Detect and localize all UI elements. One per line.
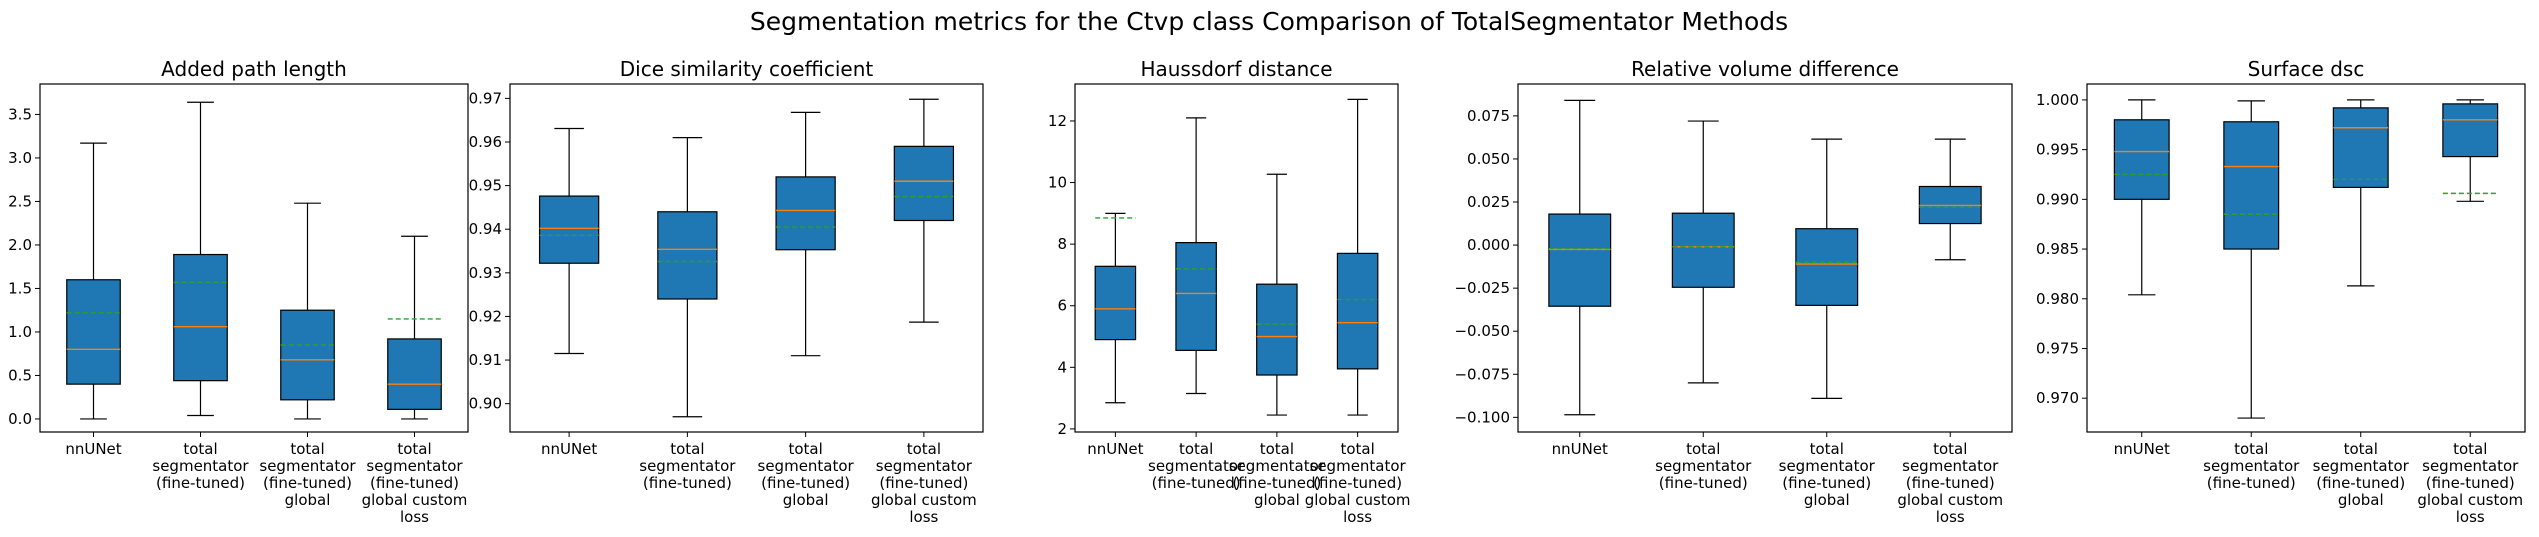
panel-title: Surface dsc <box>2248 57 2365 81</box>
box-iqr <box>1671 212 1735 288</box>
x-tick-label: total segmentator (fine-tuned) <box>152 440 249 492</box>
box-iqr <box>775 176 836 251</box>
box-iqr <box>1094 265 1137 341</box>
y-tick-label: 1.000 <box>2036 91 2079 109</box>
axes-frame <box>1517 83 2013 433</box>
box-iqr <box>66 279 121 385</box>
box-iqr <box>2223 121 2280 250</box>
panel-added-path-length: Added path length 0.0 0.5 1.0 1.5 2.0 2.5 3.0 3.… <box>8 57 469 526</box>
panel-title: Relative volume difference <box>1631 57 1899 81</box>
panel-title: Dice similarity coefficient <box>620 57 874 81</box>
x-tick-label: total segmentator (fine-tuned) <box>1655 440 1752 492</box>
x-tick-label: total segmentator (fine-tuned) global <box>2313 440 2410 509</box>
y-tick-label: −0.100 <box>1454 408 1510 426</box>
x-tick-label: total segmentator (fine-tuned) global <box>758 440 855 509</box>
y-tick-label: 0.995 <box>2036 141 2079 159</box>
x-tick-label: total segmentator (fine-tuned) global custo… <box>871 440 977 526</box>
box-iqr <box>2332 107 2389 189</box>
y-tick-label: 1.0 <box>8 323 32 341</box>
y-tick-label: 0.91 <box>469 351 502 369</box>
panel-relative-volume-difference: Relative volume difference −0.100 −0.075 −0… <box>1454 57 2013 526</box>
y-tick-label: 0.90 <box>469 395 502 413</box>
y-tick-label: 0.93 <box>469 264 502 282</box>
y-tick-label: 3.0 <box>8 149 32 167</box>
y-tick-label: 0.5 <box>8 366 32 384</box>
panel-title: Added path length <box>161 57 347 81</box>
y-tick-label: 0.025 <box>1467 193 1510 211</box>
box-iqr <box>280 309 335 401</box>
x-tick-label: total segmentator (fine-tuned) global <box>259 440 356 509</box>
x-tick-label: total segmentator (fine-tuned) global custo… <box>362 440 468 526</box>
x-tick-label: total segmentator (fine-tuned) <box>1148 440 1245 492</box>
y-tick-label: 0.985 <box>2036 240 2079 258</box>
x-tick-label: nnUNet <box>1087 440 1143 458</box>
x-tick-label: total segmentator (fine-tuned) global <box>1229 440 1326 509</box>
y-tick-label: 0.96 <box>469 133 502 151</box>
box-iqr <box>387 338 442 410</box>
panel-dice-similarity-coefficient: Dice similarity coefficient 0.90 0.91 0.92 0… <box>469 57 984 526</box>
box-iqr <box>1795 228 1859 306</box>
y-tick-label: 2.5 <box>8 192 32 210</box>
axes-frame <box>509 83 984 433</box>
y-tick-label: 0.990 <box>2036 190 2079 208</box>
y-tick-label: 0.94 <box>469 220 502 238</box>
y-tick-label: 2.0 <box>8 236 32 254</box>
y-tick-label: 1.5 <box>8 279 32 297</box>
box-iqr <box>1256 283 1298 376</box>
y-tick-label: 8 <box>1057 235 1067 253</box>
axes-frame <box>1074 83 1399 433</box>
y-tick-label: 0.95 <box>469 177 502 195</box>
y-tick-label: −0.050 <box>1454 322 1510 340</box>
y-tick-label: 3.5 <box>8 105 32 123</box>
axes-frame <box>39 83 469 433</box>
x-tick-label: nnUNet <box>541 440 597 458</box>
y-tick-label: 0.92 <box>469 307 502 325</box>
box-iqr <box>2113 119 2170 200</box>
x-tick-label: nnUNet <box>1552 440 1608 458</box>
x-tick-label: total segmentator (fine-tuned) global custo… <box>1897 440 2003 526</box>
y-tick-label: 0.97 <box>469 89 502 107</box>
box-iqr <box>538 195 600 264</box>
y-tick-label: 0.075 <box>1467 107 1510 125</box>
y-tick-label: 2 <box>1057 420 1067 438</box>
y-tick-label: 4 <box>1057 358 1067 376</box>
box-iqr <box>893 145 955 222</box>
box-iqr <box>1175 242 1217 351</box>
box-iqr <box>173 253 228 382</box>
y-tick-label: 0.970 <box>2036 389 2079 407</box>
y-tick-label: 6 <box>1057 297 1067 315</box>
panel-haussdorf-distance: Haussdorf distance 2 4 6 8 10 12 nnUNet total seg… <box>1048 57 1411 526</box>
box-iqr <box>1548 213 1612 307</box>
x-tick-label: total segmentator (fine-tuned) global custo… <box>1305 440 1411 526</box>
panel-title: Haussdorf distance <box>1140 57 1332 81</box>
axes-frame <box>2086 83 2526 433</box>
box-iqr <box>2442 103 2499 158</box>
x-tick-label: nnUNet <box>65 440 121 458</box>
y-tick-label: 0.980 <box>2036 290 2079 308</box>
x-tick-label: total segmentator (fine-tuned) <box>2203 440 2300 492</box>
y-tick-label: 0.000 <box>1467 236 1510 254</box>
y-tick-label: −0.025 <box>1454 279 1510 297</box>
y-tick-label: 0.050 <box>1467 150 1510 168</box>
x-tick-label: total segmentator (fine-tuned) <box>639 440 736 492</box>
y-tick-label: 0.975 <box>2036 339 2079 357</box>
figure-title: Segmentation metrics for the Ctvp class … <box>750 7 1788 36</box>
box-iqr <box>1336 252 1379 370</box>
y-tick-label: 0.0 <box>8 410 32 428</box>
x-tick-label: nnUNet <box>2114 440 2170 458</box>
x-tick-label: total segmentator (fine-tuned) global custo… <box>2417 440 2523 526</box>
y-tick-label: −0.075 <box>1454 365 1510 383</box>
x-tick-label: total segmentator (fine-tuned) global <box>1779 440 1876 509</box>
panel-surface-dsc: Surface dsc 0.970 0.975 0.980 0.985 0.990 0.99… <box>2036 57 2526 526</box>
box-iqr <box>657 211 718 300</box>
y-tick-label: 10 <box>1048 174 1067 192</box>
y-tick-label: 12 <box>1048 112 1067 130</box>
